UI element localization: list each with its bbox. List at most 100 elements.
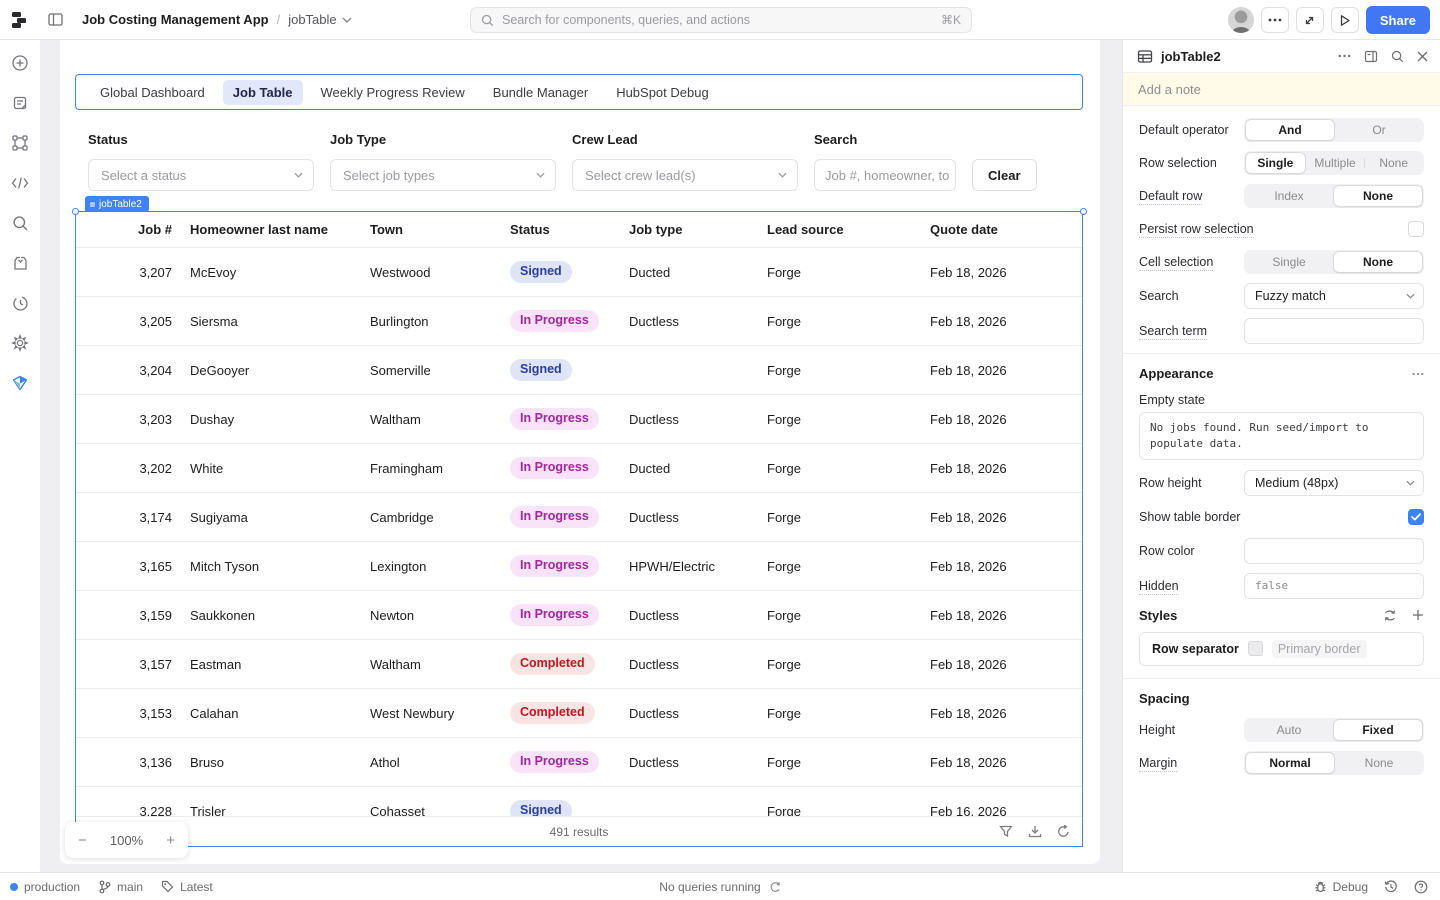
zoom-level[interactable]: 100% [109, 832, 144, 848]
segment-option-single[interactable]: Single [1272, 255, 1306, 269]
column-header-lead_source[interactable]: Lead source [767, 222, 844, 237]
filter-status-select[interactable]: Select a status [88, 159, 314, 191]
release-selector[interactable]: Latest [161, 880, 213, 894]
tab-job-table[interactable]: Job Table [222, 79, 303, 105]
history-icon[interactable] [10, 293, 30, 313]
add-style-icon[interactable] [1412, 609, 1424, 621]
segment-option-none[interactable]: None [1333, 251, 1423, 273]
table-row[interactable]: 3,203 Dushay Waltham In Progress Ductless For… [76, 395, 1082, 444]
selection-handle-top-left[interactable] [71, 207, 79, 215]
app-tabs-container[interactable]: Global Dashboard Job Table Weekly Progress… [75, 74, 1083, 110]
checkbox-show-table-border[interactable] [1408, 508, 1424, 525]
help-icon[interactable] [1414, 880, 1428, 894]
reset-styles-icon[interactable] [1383, 609, 1397, 622]
environment-selector[interactable]: production [10, 880, 80, 894]
filter-icon[interactable] [999, 825, 1013, 838]
refresh-icon[interactable] [1057, 825, 1070, 838]
select-search[interactable]: Fuzzy match [1244, 283, 1424, 309]
segment-option-single[interactable]: Single [1245, 152, 1306, 174]
filter-search-input[interactable]: Job #, homeowner, to [814, 159, 956, 191]
download-icon[interactable] [1028, 825, 1042, 838]
table-row[interactable]: 3,202 White Framingham In Progress Ducted For… [76, 444, 1082, 493]
add-note-field[interactable]: Add a note [1123, 72, 1440, 106]
segment-option-fixed[interactable]: Fixed [1333, 718, 1423, 741]
breadcrumb-page-name[interactable]: jobTable [288, 12, 337, 27]
segment-option-or[interactable]: Or [1372, 123, 1386, 137]
segment-option-auto[interactable]: Auto [1276, 722, 1302, 737]
inspector-menu-icon[interactable] [1338, 54, 1351, 58]
segment-option-none[interactable]: None [1364, 755, 1394, 770]
column-header-status[interactable]: Status [510, 222, 550, 237]
section-heading-spacing: Spacing [1139, 691, 1424, 706]
column-header-job[interactable]: Job # [138, 222, 172, 237]
more-options-button[interactable] [1260, 7, 1289, 33]
input-hidden[interactable]: false [1244, 572, 1424, 599]
pages-icon[interactable] [10, 93, 30, 113]
table-row[interactable]: 3,159 Saukkonen Newton In Progress Ductless F… [76, 591, 1082, 640]
avatar[interactable] [1227, 7, 1254, 33]
segment-option-none[interactable]: None [1364, 152, 1423, 174]
expand-button[interactable] [1295, 7, 1324, 33]
close-icon[interactable] [1417, 51, 1428, 62]
segment-option-multiple[interactable]: Multiple [1314, 156, 1356, 170]
table-row[interactable]: 3,228 Trisler Cohasset Signed Forge Feb 16, 2… [76, 787, 1082, 816]
table-row[interactable]: 3,204 DeGooyer Somerville Signed Forge Feb 18… [76, 346, 1082, 395]
zoom-in-button[interactable]: + [166, 831, 175, 849]
code-icon[interactable] [10, 173, 30, 193]
dock-panel-icon[interactable] [1364, 50, 1378, 63]
property-label-text: Row height [1139, 475, 1202, 490]
toolbox-icon[interactable] [10, 373, 30, 393]
settings-icon[interactable] [10, 333, 30, 353]
zoom-out-button[interactable]: − [78, 831, 87, 849]
releases-icon[interactable] [10, 253, 30, 273]
segment-option-and[interactable]: And [1245, 119, 1335, 141]
chevron-down-icon[interactable] [342, 17, 352, 23]
table-row[interactable]: 3,157 Eastman Waltham Completed Ductless Forg… [76, 640, 1082, 689]
branch-selector[interactable]: main [98, 880, 143, 894]
column-header-town[interactable]: Town [370, 222, 403, 237]
tab-hubspot-debug[interactable]: HubSpot Debug [616, 84, 709, 100]
panel-toggle-icon[interactable] [47, 11, 64, 28]
filter-crew-lead-select[interactable]: Select crew lead(s) [572, 159, 798, 191]
input-row-color[interactable] [1244, 537, 1424, 564]
table-body[interactable]: 3,207 McEvoy Westwood Signed Ducted Forge Feb … [76, 248, 1082, 816]
preview-button[interactable] [1330, 7, 1359, 33]
edit-history-icon[interactable] [1384, 879, 1398, 894]
search-icon[interactable] [10, 213, 30, 233]
property-label-row-height: Row height [1139, 476, 1244, 490]
table-row[interactable]: 3,174 Sugiyama Cambridge In Progress Ductles… [76, 493, 1082, 542]
table-row[interactable]: 3,136 Bruso Athol In Progress Ductless Forge F… [76, 738, 1082, 787]
debug-button[interactable]: Debug [1314, 880, 1368, 894]
column-header-job_type[interactable]: Job type [629, 222, 683, 237]
input-search-term[interactable] [1244, 318, 1424, 344]
filter-job-type-select[interactable]: Select job types [330, 159, 556, 191]
table-row[interactable]: 3,205 Siersma Burlington In Progress Ductles… [76, 297, 1082, 346]
queries-refresh-icon[interactable] [769, 881, 781, 893]
selected-component-tag[interactable]: jobTable2 [85, 196, 149, 212]
table-row[interactable]: 3,153 Calahan West Newbury Completed Ductles… [76, 689, 1082, 738]
color-swatch[interactable] [1247, 641, 1263, 657]
segment-option-index[interactable]: Index [1274, 189, 1304, 203]
tab-bundle-manager[interactable]: Bundle Manager [492, 84, 589, 100]
clear-filters-button[interactable]: Clear [972, 159, 1037, 191]
column-header-quote_date[interactable]: Quote date [930, 222, 998, 237]
components-icon[interactable] [10, 133, 30, 153]
empty-state-code-input[interactable]: No jobs found. Run seed/import to popula… [1139, 412, 1424, 460]
global-search-input[interactable]: Search for components, queries, and acti… [470, 7, 972, 33]
checkbox-persist-row-selection[interactable] [1408, 221, 1424, 237]
style-row-separator[interactable]: Row separator Primary border [1139, 631, 1424, 666]
add-icon[interactable] [10, 53, 30, 73]
table-row[interactable]: 3,207 McEvoy Westwood Signed Ducted Forge Feb … [76, 248, 1082, 297]
select-row-height[interactable]: Medium (48px) [1244, 469, 1424, 496]
share-button[interactable]: Share [1365, 6, 1430, 34]
segment-option-none[interactable]: None [1333, 185, 1423, 207]
inspector-search-icon[interactable] [1391, 50, 1404, 63]
section-menu-icon[interactable] [1412, 372, 1424, 376]
table-row[interactable]: 3,165 Mitch Tyson Lexington In Progress HPWH… [76, 542, 1082, 591]
job-table-component[interactable]: Job # Homeowner last name Town Status Job ty… [75, 211, 1083, 847]
selection-handle-top-right[interactable] [1079, 207, 1087, 215]
tab-weekly-progress-review[interactable]: Weekly Progress Review [320, 84, 465, 100]
column-header-homeowner[interactable]: Homeowner last name [190, 222, 328, 237]
tab-global-dashboard[interactable]: Global Dashboard [100, 84, 205, 100]
segment-option-normal[interactable]: Normal [1245, 751, 1335, 774]
